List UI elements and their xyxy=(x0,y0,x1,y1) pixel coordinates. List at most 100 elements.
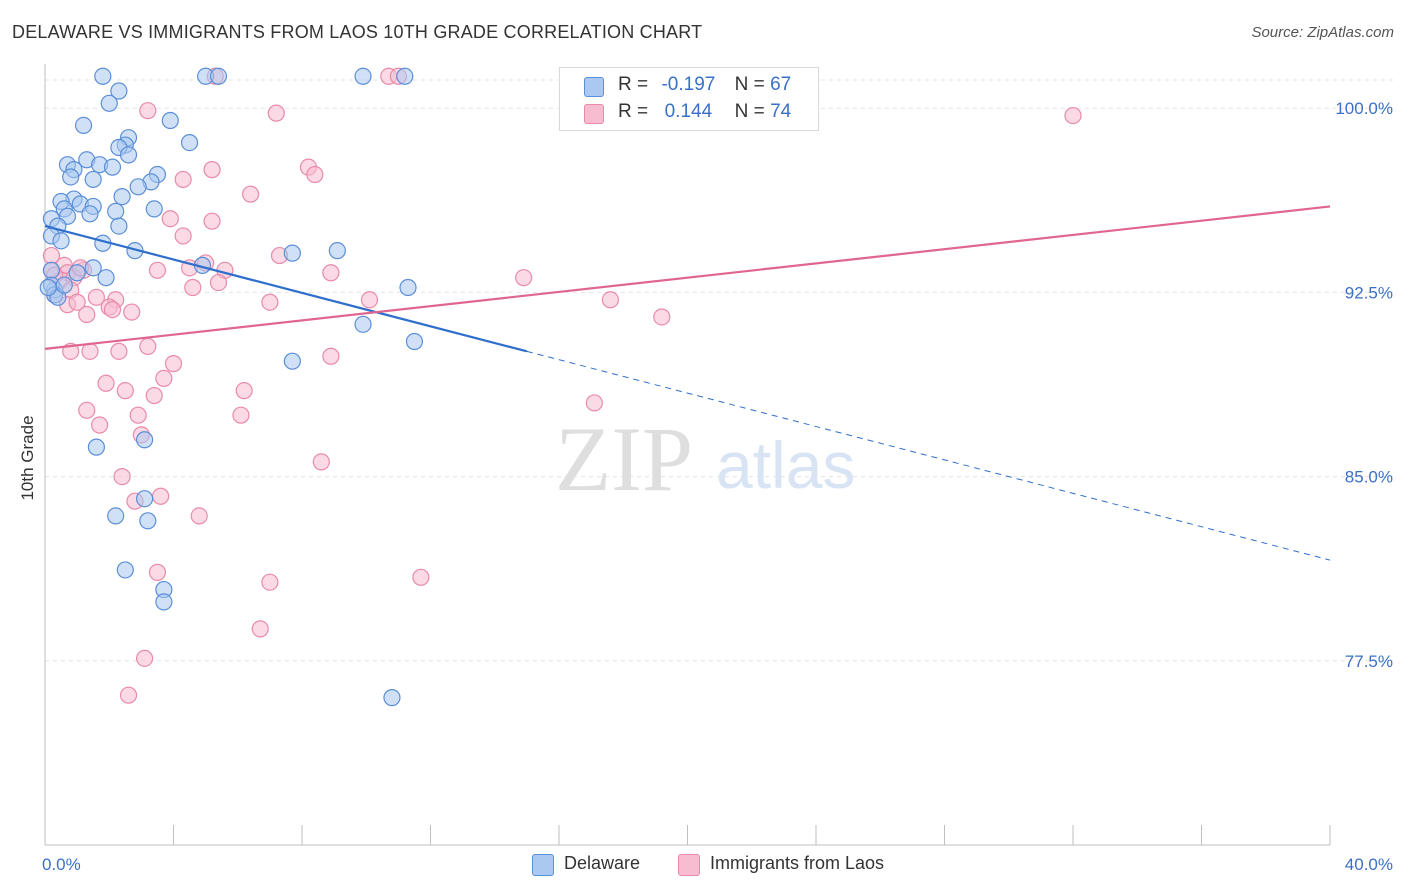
delaware-point-17 xyxy=(103,158,122,176)
watermark: ZIP atlas xyxy=(555,408,855,510)
delaware-point-19 xyxy=(84,170,102,189)
laos-point-57 xyxy=(129,406,147,424)
laos-point-13 xyxy=(174,227,192,245)
laos-point-29 xyxy=(184,278,202,297)
laos-point-20 xyxy=(148,261,167,279)
laos-point-52 xyxy=(116,382,134,400)
laos-swatch xyxy=(584,104,604,124)
x-tick-label-1: 40.0% xyxy=(1345,855,1393,874)
delaware-point-0 xyxy=(94,67,112,85)
delaware-r-value: -0.197 xyxy=(661,74,716,95)
delaware-point-6 xyxy=(396,67,414,85)
n-label: N = xyxy=(734,101,765,122)
delaware-point-13 xyxy=(119,146,138,164)
delaware-point-35 xyxy=(110,217,128,235)
delaware-point-60 xyxy=(383,689,401,707)
y-tick-label-2: 92.5% xyxy=(1345,283,1393,302)
watermark-zip: ZIP xyxy=(555,408,693,510)
laos-point-12 xyxy=(203,212,221,230)
laos-point-34 xyxy=(261,293,279,311)
laos-point-36 xyxy=(601,291,620,309)
laos-legend-swatch xyxy=(678,854,700,876)
laos-point-8 xyxy=(306,165,324,184)
series-laos-points xyxy=(42,67,1082,704)
laos-r-value: 0.144 xyxy=(664,101,713,122)
laos-point-42 xyxy=(78,305,96,324)
delaware-trend-line xyxy=(44,225,528,353)
laos-point-25 xyxy=(515,269,533,287)
laos-point-61 xyxy=(312,453,330,471)
y-tick-label-3: 100.0% xyxy=(1335,99,1393,118)
delaware-point-11 xyxy=(180,133,199,152)
laos-point-28 xyxy=(209,273,228,292)
laos-point-51 xyxy=(97,374,115,392)
laos-point-40 xyxy=(103,300,122,319)
laos-point-56 xyxy=(78,401,96,419)
trend-lines xyxy=(44,205,1331,561)
delaware-n-value: 67 xyxy=(770,74,792,95)
laos-point-70 xyxy=(135,649,154,667)
laos-legend-label: Immigrants from Laos xyxy=(710,853,885,873)
delaware-point-38 xyxy=(52,232,70,250)
laos-point-38 xyxy=(68,293,86,311)
delaware-legend-label: Delaware xyxy=(564,853,641,873)
delaware-point-2 xyxy=(100,94,118,112)
tick-labels: 77.5% 85.0% 92.5% 100.0% 0.0% 40.0% xyxy=(42,99,1393,874)
laos-point-5 xyxy=(1064,106,1082,125)
laos-point-54 xyxy=(235,382,253,400)
delaware-point-52 xyxy=(87,438,106,456)
laos-point-68 xyxy=(412,568,430,586)
laos-point-3 xyxy=(139,102,157,120)
laos-point-22 xyxy=(322,264,340,282)
delaware-point-45 xyxy=(42,261,61,279)
series-legend: Delaware Immigrants from Laos xyxy=(0,852,1406,878)
laos-point-63 xyxy=(152,487,170,505)
laos-point-9 xyxy=(174,170,192,189)
laos-point-67 xyxy=(261,573,279,591)
laos-n-value: 74 xyxy=(770,101,792,122)
delaware-point-51 xyxy=(283,352,301,370)
laos-point-49 xyxy=(164,355,183,373)
y-axis-label: 10th Grade xyxy=(18,415,37,500)
delaware-point-41 xyxy=(283,244,301,262)
laos-point-11 xyxy=(161,210,179,228)
delaware-point-55 xyxy=(107,507,125,525)
laos-point-47 xyxy=(110,342,128,360)
delaware-point-59 xyxy=(155,593,173,611)
source-label: Source: ZipAtlas.com xyxy=(1251,24,1394,41)
laos-point-43 xyxy=(653,308,671,326)
delaware-point-49 xyxy=(354,315,372,333)
delaware-point-46 xyxy=(97,269,115,287)
laos-point-71 xyxy=(119,686,138,704)
series-delaware-points xyxy=(39,67,424,707)
laos-point-58 xyxy=(232,406,250,424)
watermark-atlas: atlas xyxy=(716,428,855,502)
laos-point-59 xyxy=(91,416,109,434)
delaware-point-66 xyxy=(55,276,73,294)
laos-point-35 xyxy=(360,291,379,309)
laos-point-55 xyxy=(585,394,603,412)
delaware-point-30 xyxy=(107,202,125,220)
correlation-legend: R = -0.197 N = 67 R = 0.144 N = 74 xyxy=(559,67,819,131)
delaware-swatch xyxy=(584,77,604,97)
delaware-point-53 xyxy=(135,431,154,449)
delaware-point-23 xyxy=(129,178,147,196)
delaware-point-54 xyxy=(135,490,154,508)
laos-point-10 xyxy=(242,185,260,203)
delaware-point-33 xyxy=(81,205,99,223)
laos-point-44 xyxy=(139,337,157,356)
delaware-legend-swatch xyxy=(532,854,554,876)
r-label: R = xyxy=(618,74,649,95)
delaware-point-31 xyxy=(145,200,163,218)
r-label: R = xyxy=(618,101,649,122)
delaware-point-25 xyxy=(113,188,131,206)
laos-point-32 xyxy=(87,288,106,306)
delaware-point-64 xyxy=(39,278,57,297)
delaware-point-57 xyxy=(116,561,134,579)
laos-point-41 xyxy=(123,303,141,321)
laos-point-65 xyxy=(190,507,208,525)
laos-point-50 xyxy=(155,369,173,387)
delaware-point-21 xyxy=(62,168,80,186)
laos-point-53 xyxy=(145,386,163,405)
